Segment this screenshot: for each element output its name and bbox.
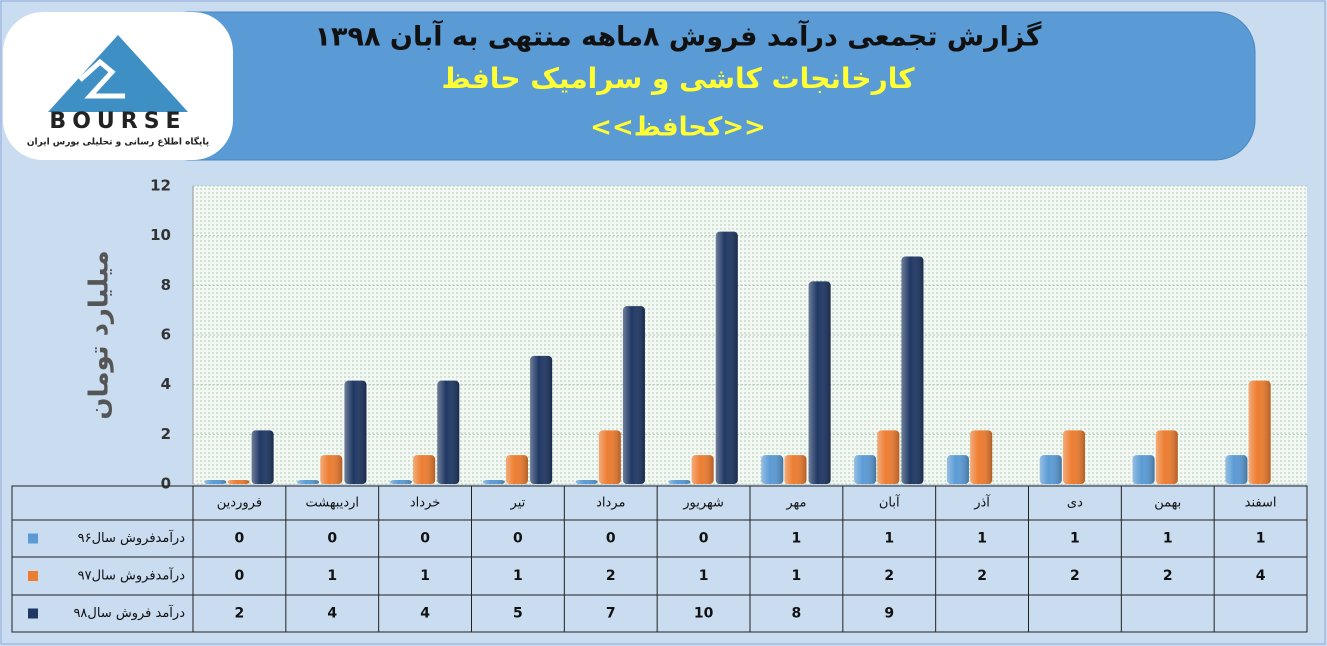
y-axis-label: میلیارد تومان [85,250,115,419]
table-value: 0 [420,531,430,547]
table-value: 4 [1256,568,1266,584]
x-tick-label: اسفند [1245,496,1277,511]
legend-label: درآمدفروش سال۹۷ [78,567,186,584]
bar-shade [505,455,528,484]
bar-shade [482,480,505,484]
bar-shade [530,355,553,484]
bar-shade [784,455,807,484]
table-value: 4 [420,606,430,622]
table-value: 1 [327,568,337,584]
table-value: 4 [327,606,337,622]
table-value: 7 [606,606,616,622]
chart-symbol: <<کحافظ>> [590,113,766,143]
table-value: 0 [606,531,616,547]
table-value: 5 [513,606,523,622]
logo-name: BOURSE [49,109,186,134]
x-tick-label: آبان [879,494,901,511]
bar-shade [946,455,969,484]
bar-shade [1248,380,1271,484]
x-tick-label: مرداد [596,496,625,511]
table-value: 1 [792,531,802,547]
bar-shade [668,480,691,484]
bar-shade [1039,455,1062,484]
table-value: 1 [420,568,430,584]
y-tick-label: 4 [161,375,171,393]
bar-shade [1155,430,1178,484]
chart-title: گزارش تجمعی درآمد فروش ۸ماهه منتهی به آب… [315,20,1042,53]
legend-label: درآمدفروش سال۹۶ [78,529,186,546]
x-tick-label: بهمن [1154,496,1181,511]
table-value: 1 [1256,531,1266,547]
bar-shade [344,380,367,484]
x-tick-label: شهریور [682,496,724,511]
bar-shade [1225,455,1248,484]
legend-swatch [28,608,38,619]
logo-tagline: پایگاه اطلاع رسانی و تحلیلی بورس ایران [27,136,209,148]
bar-shade [437,380,460,484]
table-value: 1 [792,568,802,584]
table-value: 2 [884,568,894,584]
table-value: 1 [884,531,894,547]
table-value: 10 [694,606,714,622]
table-value: 1 [1070,531,1080,547]
table-value: 0 [235,568,245,584]
bar-shade [715,231,738,484]
y-tick-label: 8 [161,276,171,294]
table-value: 8 [792,606,802,622]
bar-shade [413,455,436,484]
x-tick-label: مهر [785,496,806,511]
bar-shade [854,455,877,484]
bar-shade [227,480,250,484]
table-value: 0 [235,531,245,547]
bar-shade [1062,430,1085,484]
y-tick-label: 2 [161,425,171,443]
x-tick-label: فروردین [217,496,262,511]
table-value: 9 [884,606,894,622]
bar-shade [297,480,320,484]
x-tick-label: تیر [510,496,526,511]
bar-shade [389,480,412,484]
y-tick-label: 6 [161,326,171,344]
bar-shade [877,430,900,484]
legend-label: درآمد فروش سال۹۸ [73,604,185,621]
y-tick-label: 12 [150,177,171,195]
bar-shade [204,480,227,484]
x-tick-label: اردیبهشت [305,496,359,511]
bar-shade [598,430,621,484]
x-tick-label: دی [1067,496,1083,511]
legend-swatch [28,533,38,544]
bar-shade [575,480,598,484]
table-value: 0 [513,531,523,547]
x-tick-label: آذر [973,494,991,511]
table-value: 2 [977,568,987,584]
bar-shade [808,281,831,484]
table-value: 1 [977,531,987,547]
table-value: 0 [327,531,337,547]
legend-swatch [28,571,38,581]
x-tick-label: خرداد [410,496,440,511]
bar-shade [1132,455,1155,484]
bar-shade [970,430,993,484]
table-value: 1 [1163,531,1173,547]
bar-shade [251,430,274,484]
table-value: 2 [606,568,616,584]
logo-shape [48,35,188,112]
bar-shade [761,455,784,484]
chart-subtitle: کارخانجات کاشی و سرامیک حافظ [441,62,915,95]
table-value: 2 [235,606,245,622]
bar-shade [901,256,924,484]
table-value: 1 [699,568,709,584]
table-value: 2 [1070,568,1080,584]
table-value: 2 [1163,568,1173,584]
y-tick-label: 0 [161,475,171,493]
bar-shade [320,455,343,484]
bar-shade [622,306,645,484]
y-tick-label: 10 [150,226,171,244]
bar-shade [691,455,714,484]
table-value: 0 [699,531,709,547]
table-value: 1 [513,568,523,584]
logo-mark [78,58,125,99]
